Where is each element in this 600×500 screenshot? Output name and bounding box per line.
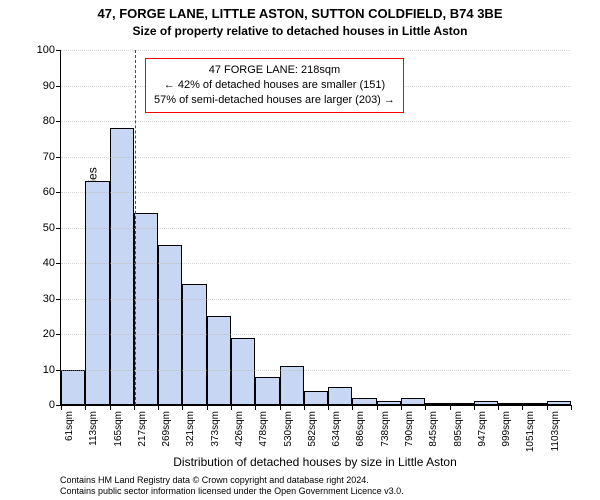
annotation-box: 47 FORGE LANE: 218sqm← 42% of detached h… [145, 58, 404, 113]
ytick-label: 80 [43, 115, 61, 127]
xtick-label: 269sqm [161, 411, 172, 447]
xtick-label: 999sqm [501, 411, 512, 447]
bar [377, 401, 401, 405]
annotation-line: ← 42% of detached houses are smaller (15… [154, 78, 395, 93]
xtick-label: 845sqm [428, 411, 439, 447]
bar [61, 370, 85, 406]
xtick-label: 321sqm [185, 411, 196, 447]
bar [182, 284, 206, 405]
xtick-label: 61sqm [64, 411, 75, 441]
plot-area: 0102030405060708090100 61sqm113sqm165sqm… [60, 50, 571, 406]
bar [304, 391, 328, 405]
xtick-label: 426sqm [234, 411, 245, 447]
ytick-label: 20 [43, 328, 61, 340]
xtick-mark [255, 405, 256, 410]
xtick-mark [110, 405, 111, 410]
xtick-label: 947sqm [477, 411, 488, 447]
xtick-mark [377, 405, 378, 410]
xtick-label: 113sqm [88, 411, 99, 446]
xtick-label: 738sqm [380, 411, 391, 447]
xtick-mark [304, 405, 305, 410]
gridline-y [61, 228, 571, 229]
bar [134, 213, 158, 405]
xtick-mark [474, 405, 475, 410]
bar [498, 403, 522, 405]
ytick-label: 10 [43, 364, 61, 376]
bar [401, 398, 425, 405]
xtick-mark [207, 405, 208, 410]
gridline-y [61, 121, 571, 122]
credits-line-1: Contains HM Land Registry data © Crown c… [60, 475, 570, 486]
xtick-label: 1103sqm [550, 411, 561, 451]
xtick-label: 582sqm [307, 411, 318, 447]
bar [280, 366, 304, 405]
xtick-mark [425, 405, 426, 410]
xtick-mark [134, 405, 135, 410]
xtick-label: 478sqm [258, 411, 269, 447]
ytick-label: 40 [43, 257, 61, 269]
ytick-label: 100 [37, 44, 61, 56]
annotation-line: 57% of semi-detached houses are larger (… [154, 93, 395, 108]
ytick-label: 0 [49, 399, 61, 411]
bar [231, 338, 255, 405]
gridline-y [61, 299, 571, 300]
xtick-mark [498, 405, 499, 410]
ytick-label: 90 [43, 80, 61, 92]
xtick-mark [522, 405, 523, 410]
bar [110, 128, 134, 405]
bar [158, 245, 182, 405]
xtick-mark [231, 405, 232, 410]
bar [85, 181, 109, 405]
gridline-y [61, 50, 571, 51]
gridline-y [61, 263, 571, 264]
xtick-label: 634sqm [331, 411, 342, 447]
xtick-mark [571, 405, 572, 410]
xtick-mark [182, 405, 183, 410]
xtick-label: 790sqm [404, 411, 415, 447]
ytick-label: 70 [43, 151, 61, 163]
xtick-label: 895sqm [453, 411, 464, 447]
xtick-mark [547, 405, 548, 410]
xtick-label: 1051sqm [525, 411, 536, 452]
bar [450, 403, 474, 405]
credits-block: Contains HM Land Registry data © Crown c… [60, 475, 570, 497]
credits-line-2: Contains public sector information licen… [60, 486, 570, 497]
bar [547, 401, 571, 405]
annotation-line: 47 FORGE LANE: 218sqm [154, 63, 395, 78]
bar [474, 401, 498, 405]
xtick-mark [280, 405, 281, 410]
ytick-label: 60 [43, 186, 61, 198]
gridline-y [61, 192, 571, 193]
chart-root: 47, FORGE LANE, LITTLE ASTON, SUTTON COL… [0, 0, 600, 500]
xtick-mark [61, 405, 62, 410]
xtick-mark [328, 405, 329, 410]
xtick-label: 530sqm [283, 411, 294, 447]
xtick-label: 165sqm [113, 411, 124, 447]
bar [352, 398, 376, 405]
xtick-mark [450, 405, 451, 410]
bar [425, 403, 449, 405]
bar [207, 316, 231, 405]
marker-line [135, 50, 136, 405]
bar [522, 403, 546, 405]
bar [328, 387, 352, 405]
xtick-mark [352, 405, 353, 410]
xtick-mark [85, 405, 86, 410]
gridline-y [61, 370, 571, 371]
xtick-label: 373sqm [210, 411, 221, 447]
xtick-label: 217sqm [137, 411, 148, 447]
xtick-mark [158, 405, 159, 410]
bar [255, 377, 279, 405]
x-axis-label: Distribution of detached houses by size … [60, 455, 570, 469]
xtick-label: 686sqm [355, 411, 366, 447]
ytick-label: 50 [43, 222, 61, 234]
ytick-label: 30 [43, 293, 61, 305]
xtick-mark [401, 405, 402, 410]
gridline-y [61, 334, 571, 335]
gridline-y [61, 157, 571, 158]
